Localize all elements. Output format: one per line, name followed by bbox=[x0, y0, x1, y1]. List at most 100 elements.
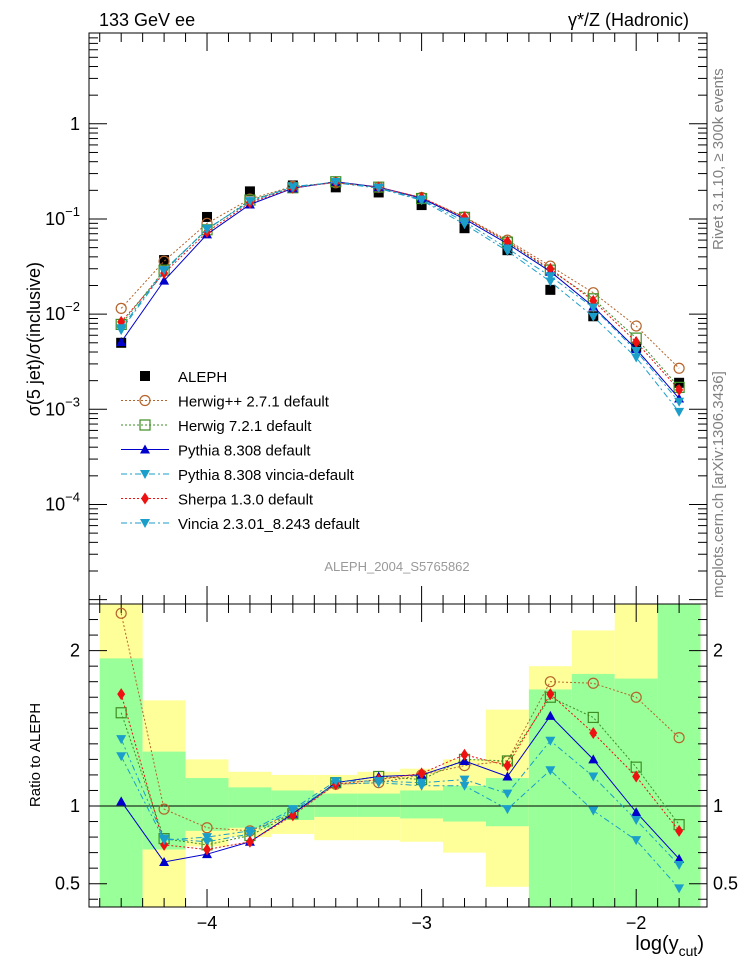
main-data-point bbox=[631, 346, 642, 356]
stat-uncertainty-band bbox=[614, 678, 658, 907]
y-tick-label: 10−4 bbox=[45, 489, 80, 514]
ratio-y-tick-label-right: 2 bbox=[713, 641, 723, 661]
ratio-data-point bbox=[632, 770, 641, 783]
main-data-point bbox=[502, 244, 513, 254]
legend-marker bbox=[140, 371, 150, 381]
ratio-series-line bbox=[120, 613, 680, 832]
main-data-point bbox=[244, 186, 255, 197]
main-data-point bbox=[116, 336, 127, 346]
main-data-point bbox=[287, 183, 298, 193]
x-tick-label: −3 bbox=[411, 913, 432, 933]
y-tick-label: 10−1 bbox=[45, 204, 80, 229]
stat-uncertainty-band bbox=[528, 689, 572, 907]
ratio-data-point bbox=[203, 843, 212, 856]
main-data-point bbox=[673, 362, 685, 374]
main-data-point bbox=[630, 320, 642, 332]
ratio-data-point bbox=[674, 853, 685, 863]
ratio-data-point bbox=[675, 824, 684, 837]
ratio-data-point bbox=[287, 805, 298, 815]
legend-marker bbox=[140, 444, 150, 454]
main-data-point bbox=[675, 383, 684, 396]
x-axis-label-close: ) bbox=[697, 933, 704, 955]
ratio-series-line bbox=[120, 740, 680, 866]
ratio-data-point bbox=[117, 688, 126, 701]
main-data-point bbox=[159, 266, 170, 276]
ratio-data-point bbox=[546, 688, 555, 701]
ratio-data-point bbox=[159, 836, 170, 846]
legend-entry-label: Herwig++ 2.7.1 default bbox=[178, 394, 330, 411]
y-tick-label: 10−2 bbox=[45, 299, 80, 324]
main-axes: 110−110−210−310−4 bbox=[45, 32, 708, 605]
stat-uncertainty-band bbox=[443, 785, 486, 822]
legend: ALEPH Herwig++ 2.7.1 default Herwig 7.2.1 … bbox=[121, 369, 360, 533]
header-left-title: 133 GeV ee bbox=[99, 10, 195, 30]
main-series-0 bbox=[116, 180, 685, 388]
stat-uncertainty-band bbox=[314, 793, 358, 817]
y-tick-label-base: 10 bbox=[45, 399, 65, 419]
main-data-point bbox=[202, 225, 213, 235]
main-data-point bbox=[674, 407, 685, 417]
rivet-version-label: Rivet 3.1.10, ≥ 300k events bbox=[710, 68, 727, 250]
main-ylabel: σ(5 jet)/σ(inclusive) bbox=[24, 262, 44, 416]
ratio-data-point bbox=[631, 815, 642, 825]
ratio-data-point bbox=[544, 676, 556, 688]
ratio-data-point bbox=[674, 884, 685, 894]
legend-entry-label: Herwig 7.2.1 default bbox=[178, 418, 312, 435]
x-tick-label: −2 bbox=[626, 913, 647, 933]
ratio-y-tick-label-right: 1 bbox=[713, 796, 723, 816]
ratio-data-point bbox=[116, 735, 127, 745]
ratio-data-point bbox=[588, 754, 599, 764]
ratio-data-point bbox=[587, 711, 599, 724]
ratio-data-point bbox=[673, 732, 685, 744]
ratio-data-point bbox=[459, 781, 470, 791]
y-tick-label-base: 1 bbox=[70, 114, 80, 134]
main-data-point bbox=[459, 217, 470, 227]
y-tick-label-exponent: −1 bbox=[65, 204, 80, 219]
ratio-data-point bbox=[115, 707, 127, 719]
main-data-point bbox=[545, 272, 556, 282]
legend-marker bbox=[140, 470, 150, 479]
ratio-axes: −4 −3 −2 0.5 0.5 1 1 2 2 bbox=[55, 603, 738, 933]
stat-uncertainty-band bbox=[228, 787, 272, 828]
legend-marker bbox=[140, 519, 150, 528]
ratio-data-point bbox=[545, 766, 556, 776]
ratio-data-point bbox=[373, 777, 384, 787]
stat-uncertainty-band bbox=[571, 673, 615, 907]
main-series-1 bbox=[115, 177, 685, 374]
ratio-data-point bbox=[202, 837, 213, 847]
ratio-data-point bbox=[587, 677, 599, 689]
main-data-point bbox=[674, 397, 685, 407]
ratio-data-point bbox=[503, 759, 512, 772]
main-series-line bbox=[120, 181, 680, 399]
ratio-data-point bbox=[201, 822, 213, 834]
error-bands bbox=[99, 604, 701, 907]
main-data-point bbox=[202, 211, 213, 222]
main-data-point bbox=[115, 302, 127, 314]
y-tick-label: 1 bbox=[70, 114, 80, 134]
legend-marker bbox=[141, 492, 149, 505]
main-data-point bbox=[416, 195, 427, 205]
ratio-series-line bbox=[120, 738, 680, 889]
ratio-data-point bbox=[244, 826, 255, 836]
main-data-point bbox=[116, 324, 127, 334]
main-data-point bbox=[545, 284, 556, 295]
main-data-point bbox=[546, 262, 555, 275]
ratio-data-point bbox=[416, 778, 427, 788]
x-axis-label-sub: cut bbox=[679, 943, 698, 959]
ratio-data-point bbox=[674, 861, 685, 871]
ratio-y-tick-label: 2 bbox=[70, 641, 80, 661]
legend-marker bbox=[139, 419, 151, 431]
stat-uncertainty-band bbox=[185, 778, 229, 831]
ratio-data-point bbox=[631, 807, 642, 817]
ratio-data-point bbox=[588, 772, 599, 782]
legend-entry-label: Pythia 8.308 default bbox=[178, 443, 311, 460]
ratio-data-point bbox=[589, 726, 598, 739]
ratio-y-tick-label: 1 bbox=[70, 796, 80, 816]
legend-entry-label: Vincia 2.3.01_8.243 default bbox=[178, 516, 360, 533]
ratio-data-point bbox=[545, 710, 556, 720]
ratio-y-tick-label-right: 0.5 bbox=[713, 874, 738, 894]
main-data-point bbox=[159, 275, 170, 285]
main-data-point bbox=[588, 312, 599, 322]
